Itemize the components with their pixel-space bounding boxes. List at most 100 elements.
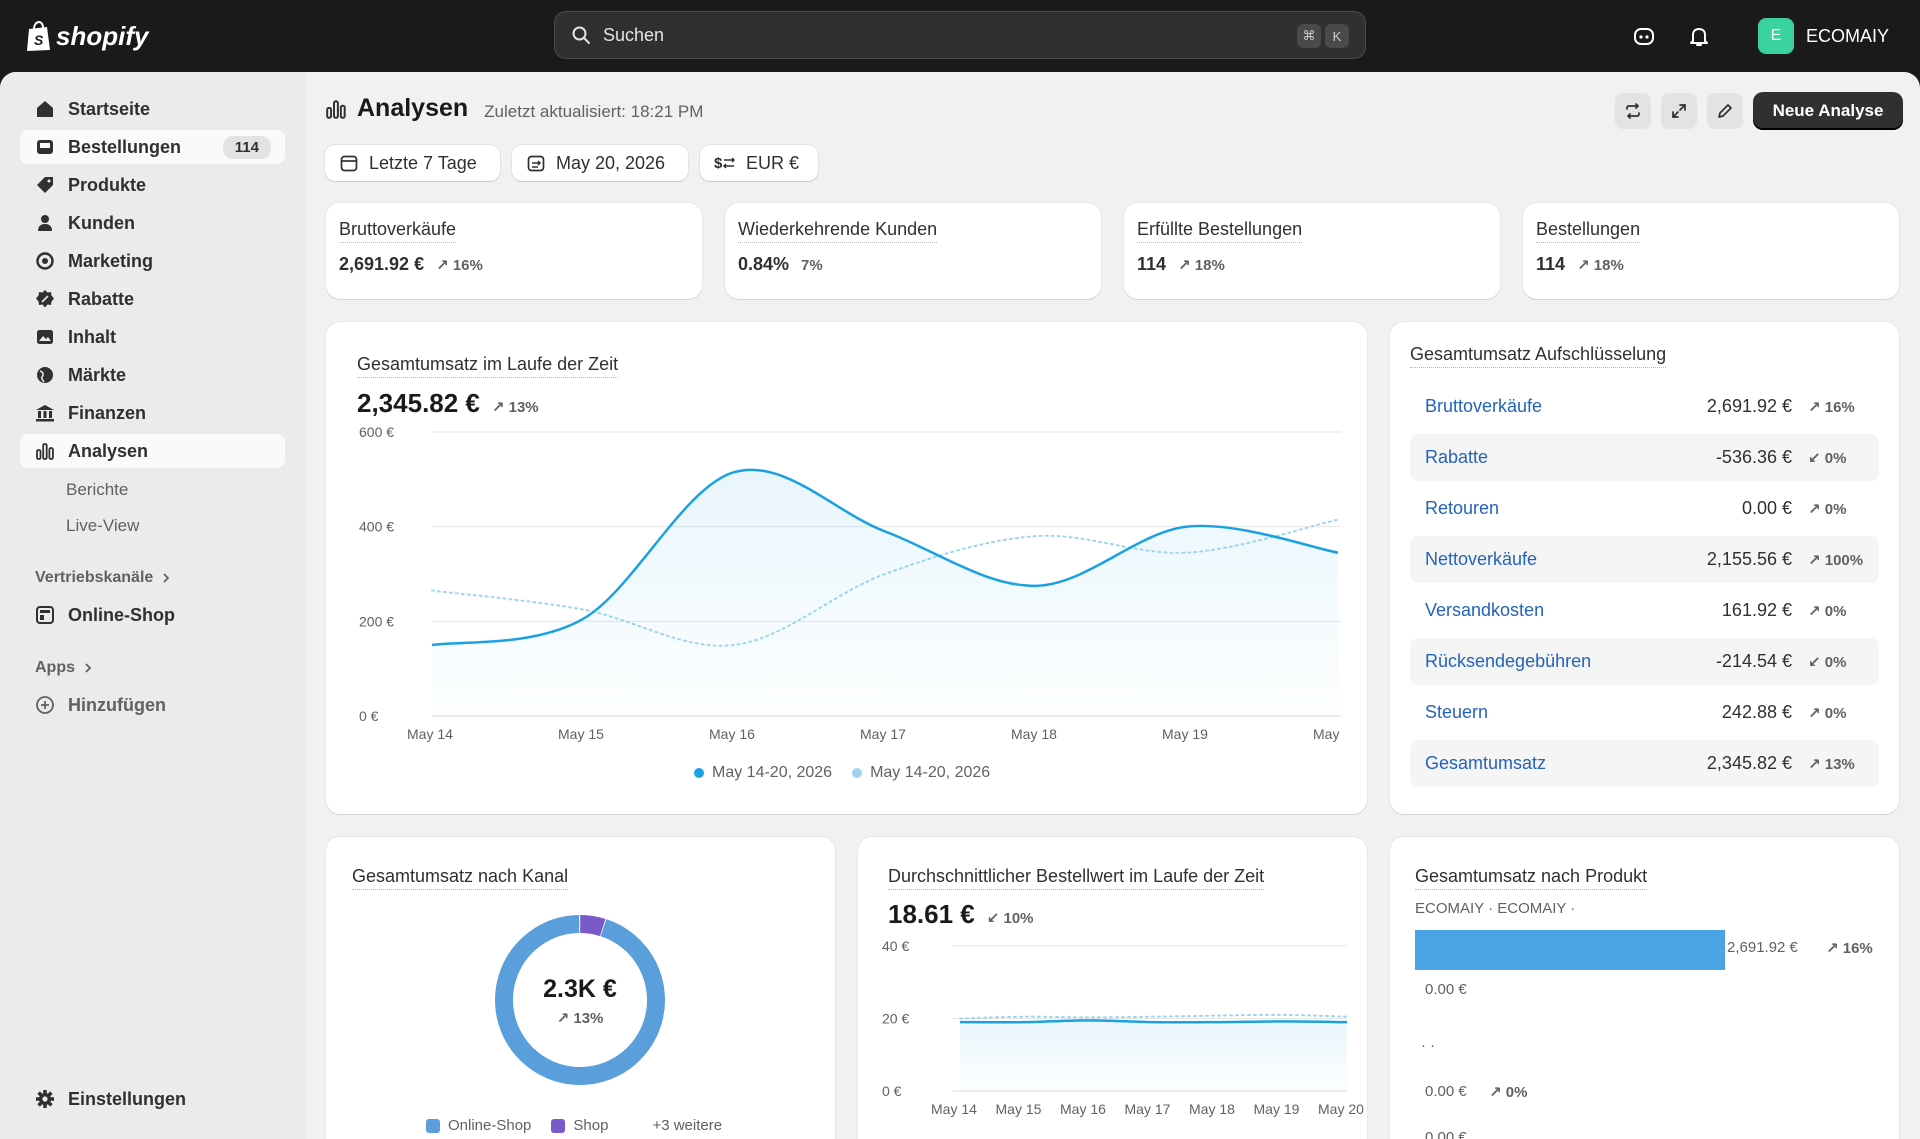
kpi-card-gross-sales[interactable]: Bruttoverkäufe 2,691.92 € ↗ 16% <box>326 203 702 299</box>
breakdown-label[interactable]: Rücksendegebühren <box>1425 651 1592 671</box>
person-icon <box>34 212 56 234</box>
sidebar-item-label: Finanzen <box>68 402 147 423</box>
breakdown-label[interactable]: Retouren <box>1425 498 1500 518</box>
breakdown-value: 242.88 € <box>1721 702 1792 722</box>
bell-icon[interactable] <box>1685 22 1713 50</box>
breakdown-label[interactable]: Steuern <box>1425 702 1489 722</box>
sidebar-item-label: Einstellungen <box>68 1088 187 1109</box>
channel-legend: Online-Shop Shop +3 weitere <box>426 1117 722 1134</box>
sales-by-product-card[interactable]: Gesamtumsatz nach Produkt ECOMAIY · ECOM… <box>1390 837 1899 1139</box>
kpi-card-returning-customers[interactable]: Wiederkehrende Kunden 0.84% 7% <box>725 203 1101 299</box>
kpi-value: 114 <box>1137 254 1167 274</box>
gear-icon <box>34 1088 56 1110</box>
comparison-date-filter[interactable]: May 20, 2026 <box>512 145 688 181</box>
sidebar-item-label: Online-Shop <box>68 604 175 625</box>
sales-by-channel-card[interactable]: Gesamtumsatz nach Kanal 2.3K € ↗ 13% Onl… <box>326 837 835 1139</box>
kpi-delta: ↗ 16% <box>436 257 483 274</box>
date-range-filter[interactable]: Letzte 7 Tage <box>325 145 500 181</box>
page-title: Analysen <box>357 94 469 122</box>
x-tick-label: May 19 <box>1254 1101 1300 1117</box>
breakdown-label[interactable]: Bruttoverkäufe <box>1425 396 1543 416</box>
shortcut-cmd-key: ⌘ <box>1297 24 1321 48</box>
new-analysis-button[interactable]: Neue Analyse <box>1753 92 1903 130</box>
y-tick-label: 600 € <box>359 424 394 440</box>
x-tick-label: May 16 <box>709 726 755 742</box>
series-area <box>960 1020 1347 1091</box>
discount-icon <box>34 288 56 310</box>
svg-text:S: S <box>34 32 44 48</box>
breakdown-value: 161.92 € <box>1721 600 1792 620</box>
sidekick-icon[interactable] <box>1630 22 1658 50</box>
analytics-icon <box>326 99 346 119</box>
breakdown-row[interactable]: Bruttoverkäufe 2,691.92 € ↗ 16% <box>1410 383 1879 430</box>
sidebar-item-label: Rabatte <box>68 288 135 309</box>
main-content: Analysen Zuletzt aktualisiert: 18:21 PM … <box>305 72 1920 1139</box>
breakdown-row[interactable]: Nettoverkäufe 2,155.56 € ↗ 100% <box>1410 536 1879 583</box>
sidebar-item-marketing[interactable]: Marketing <box>20 244 285 278</box>
breakdown-label[interactable]: Nettoverkäufe <box>1425 549 1538 569</box>
breakdown-delta: ↗ 0% <box>1808 500 1847 518</box>
sidebar-subitem-reports[interactable]: Berichte <box>66 480 129 499</box>
breakdown-row[interactable]: Steuern 242.88 € ↗ 0% <box>1410 689 1879 736</box>
legend-more[interactable]: +3 weitere <box>652 1117 723 1134</box>
y-tick-label: 400 € <box>359 519 394 535</box>
aov-card[interactable]: Durchschnittlicher Bestellwert im Laufe … <box>858 837 1367 1139</box>
brand-name: shopify <box>56 20 149 51</box>
sales-channels-section[interactable]: Vertriebskanäle <box>35 569 171 587</box>
sidebar-item-products[interactable]: Produkte <box>20 168 285 202</box>
breakdown-delta: ↗ 100% <box>1808 551 1864 569</box>
x-tick-label: May 17 <box>860 726 906 742</box>
legend-label-previous: May 14-20, 2026 <box>870 764 991 781</box>
currency-label: EUR € <box>746 152 800 173</box>
breakdown-row[interactable]: Rabatte -536.36 € ↙ 0% <box>1410 434 1879 481</box>
sales-over-time-card[interactable]: Gesamtumsatz im Laufe der Zeit 2,345.82 … <box>326 322 1367 814</box>
kpi-title: Bruttoverkäufe <box>339 219 457 243</box>
edit-button[interactable] <box>1707 93 1743 129</box>
search-input[interactable]: Suchen ⌘ K <box>554 11 1366 59</box>
sidebar-item-discounts[interactable]: Rabatte <box>20 282 285 316</box>
shortcut-k-key: K <box>1325 24 1349 48</box>
product-bar-value: 2,691.92 € <box>1727 939 1798 956</box>
x-tick-label: May 14 <box>931 1101 977 1117</box>
shopify-logo[interactable]: S shopify <box>24 20 148 52</box>
store-menu[interactable]: E ECOMAIY <box>1758 18 1889 54</box>
sidebar-item-home[interactable]: Startseite <box>20 92 285 126</box>
breakdown-label[interactable]: Versandkosten <box>1425 600 1545 620</box>
kpi-card-fulfilled-orders[interactable]: Erfüllte Bestellungen 114 ↗ 18% <box>1124 203 1500 299</box>
legend-swatch-previous <box>852 768 863 778</box>
x-tick-label: May 19 <box>1162 726 1208 742</box>
sidebar-item-finances[interactable]: Finanzen <box>20 396 285 430</box>
sidebar-item-online-store[interactable]: Online-Shop <box>20 598 285 632</box>
breakdown-row[interactable]: Gesamtumsatz 2,345.82 € ↗ 13% <box>1410 740 1879 787</box>
compare-button[interactable] <box>1615 93 1651 129</box>
sidebar-item-settings[interactable]: Einstellungen <box>20 1082 285 1116</box>
sales-breakdown-card[interactable]: Gesamtumsatz Aufschlüsselung Bruttoverkä… <box>1390 322 1899 814</box>
breakdown-delta: ↗ 0% <box>1808 704 1847 722</box>
sidebar-item-analytics[interactable]: Analysen <box>20 434 285 468</box>
card-title: Durchschnittlicher Bestellwert im Laufe … <box>888 866 1265 890</box>
sidebar-item-label: Kunden <box>68 212 135 233</box>
top-bar: S shopify Suchen ⌘ K E ECOMAIY <box>0 0 1920 72</box>
sidebar-item-customers[interactable]: Kunden <box>20 206 285 240</box>
sidebar-subitem-live-view[interactable]: Live-View <box>66 516 140 535</box>
breakdown-label[interactable]: Rabatte <box>1425 447 1489 467</box>
apps-section[interactable]: Apps <box>35 659 93 677</box>
legend-label: Shop <box>573 1117 609 1134</box>
x-tick-label: May 20 <box>1318 1101 1364 1117</box>
currency-filter[interactable]: $ EUR € <box>700 145 818 181</box>
breakdown-label[interactable]: Gesamtumsatz <box>1425 753 1547 773</box>
fullscreen-button[interactable] <box>1661 93 1697 129</box>
breakdown-row[interactable]: Rücksendegebühren -214.54 € ↙ 0% <box>1410 638 1879 685</box>
home-icon <box>34 98 56 120</box>
sidebar: Startseite Bestellungen 114 Produkte Kun… <box>0 72 305 1139</box>
sidebar-item-content[interactable]: Inhalt <box>20 320 285 354</box>
sidebar-item-add-app[interactable]: Hinzufügen <box>20 688 285 722</box>
y-tick-label: 0 € <box>359 708 379 724</box>
sidebar-item-orders[interactable]: Bestellungen 114 <box>20 130 285 164</box>
breakdown-delta: ↙ 0% <box>1808 449 1847 467</box>
total-sales-value: 2,345.82 € <box>357 388 480 418</box>
breakdown-row[interactable]: Retouren 0.00 € ↗ 0% <box>1410 485 1879 532</box>
sidebar-item-markets[interactable]: Märkte <box>20 358 285 392</box>
breakdown-row[interactable]: Versandkosten 161.92 € ↗ 0% <box>1410 587 1879 634</box>
kpi-card-orders[interactable]: Bestellungen 114 ↗ 18% <box>1523 203 1899 299</box>
